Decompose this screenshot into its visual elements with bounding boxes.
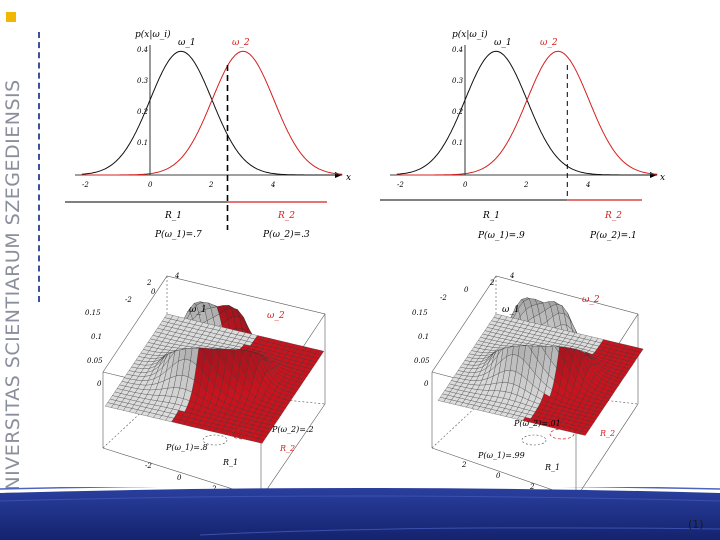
- top-ticks: -2 0 2 4: [440, 272, 514, 302]
- prior2-label: P(ω_2)=.1: [589, 230, 637, 241]
- ztick: 0.1: [418, 333, 429, 341]
- region1-label: R_1: [222, 458, 238, 467]
- omega1-label: ω_1: [189, 305, 207, 315]
- xtick: -2: [82, 181, 89, 189]
- tick: -2: [125, 296, 132, 304]
- footer-bar: [0, 487, 720, 540]
- omega2-label: ω_2: [540, 38, 558, 48]
- omega1-label: ω_1: [178, 38, 196, 48]
- z-ticks: 0.15 0.1 0.05 0: [85, 309, 103, 388]
- ztick: 0.05: [414, 357, 430, 365]
- tick: 0: [151, 288, 156, 296]
- prior1-label: P(ω_1)=.99: [477, 451, 525, 460]
- ytick: 0.1: [137, 139, 148, 147]
- ytick: 0.2: [137, 108, 149, 116]
- density-surface: [437, 297, 644, 436]
- ztick: 0.15: [85, 309, 101, 317]
- university-sidebar-text: UNIVERSITAS SCIENTIARUM SZEGEDIENSIS: [2, 79, 24, 505]
- x-ticks: -2 0 2 4: [82, 181, 275, 189]
- ztick: 0: [424, 380, 429, 388]
- region2-label: R_2: [604, 211, 622, 221]
- tick: 2: [489, 279, 495, 287]
- xlabel: x: [346, 173, 351, 183]
- tick: 2: [461, 461, 467, 469]
- ylabel: p(x|ω_i): [452, 29, 488, 40]
- ytick: 0.2: [452, 108, 464, 116]
- tick: -2: [440, 294, 447, 302]
- region2-contour: [230, 428, 256, 440]
- ztick: 0: [97, 380, 102, 388]
- y-ticks: 0.4 0.3 0.2 0.1: [452, 46, 464, 147]
- xtick: 0: [148, 181, 153, 189]
- ytick: 0.3: [452, 77, 464, 85]
- region2-label: R_2: [279, 444, 295, 453]
- ytick: 0.3: [137, 77, 149, 85]
- tick: 2: [146, 279, 152, 287]
- omega2-density-curve: [396, 50, 658, 176]
- surface-patch: [635, 347, 644, 353]
- region2-contour: [549, 428, 575, 440]
- omega2-label: ω_2: [267, 311, 285, 321]
- density-surface-3d-left: 0.15 0.1 0.05 0 -2 0 2 4 -2 0 2 4 ω_1 ω_…: [85, 272, 326, 503]
- ztick: 0.1: [91, 333, 102, 341]
- xtick: 2: [208, 181, 214, 189]
- ztick: 0.05: [87, 357, 103, 365]
- surface-patch: [315, 349, 325, 355]
- xtick: 0: [463, 181, 468, 189]
- tick: 0: [464, 286, 469, 294]
- xtick: 4: [585, 181, 590, 189]
- region1-label: R_1: [544, 463, 560, 472]
- omega2-label: ω_2: [232, 38, 250, 48]
- omega2-label: ω_2: [582, 295, 600, 305]
- xlabel: x: [660, 173, 665, 183]
- z-ticks: 0.15 0.1 0.05 0: [412, 309, 430, 388]
- prior2-label: P(ω_2)=.2: [271, 425, 314, 434]
- prior2-label: P(ω_2)=.01: [513, 419, 561, 428]
- corner-square-icon: [6, 12, 16, 22]
- region1-label: R_1: [164, 211, 182, 221]
- top-ticks: -2 0 2 4: [125, 272, 179, 304]
- tick: 0: [177, 474, 182, 482]
- prior1-label: P(ω_1)=.9: [477, 230, 525, 241]
- tick: -2: [145, 462, 152, 470]
- omega1-label: ω_1: [494, 38, 512, 48]
- xtick: 2: [523, 181, 529, 189]
- region1-contour: [521, 434, 547, 446]
- ylabel: p(x|ω_i): [135, 29, 171, 40]
- omega1-label: ω_1: [502, 305, 520, 315]
- region2-label: R_2: [599, 429, 615, 438]
- tick: 4: [509, 272, 514, 280]
- y-ticks: 0.4 0.3 0.2 0.1: [137, 46, 149, 147]
- tick: 4: [174, 272, 179, 280]
- sidebar-divider: [38, 32, 40, 302]
- page-number: (1): [688, 518, 704, 531]
- xtick: 4: [270, 181, 275, 189]
- tick: 2: [529, 483, 535, 491]
- x-ticks: -2 0 2 4: [397, 181, 590, 189]
- density-plot-1d-left: p(x|ω_i) ω_1 ω_2 0.4 0.3 0.2 0.1 x -2 0 …: [65, 29, 351, 240]
- region1-label: R_1: [482, 211, 500, 221]
- ytick: 0.4: [137, 46, 148, 54]
- density-surface-3d-right: 0.15 0.1 0.05 0 -2 0 2 4 2 0 2 4 ω_1 ω_2…: [412, 272, 644, 502]
- prior1-label: P(ω_1)=.8: [165, 443, 208, 452]
- ytick: 0.4: [452, 46, 463, 54]
- ytick: 0.1: [452, 139, 463, 147]
- density-plot-1d-right: p(x|ω_i) ω_1 ω_2 0.4 0.3 0.2 0.1 x -2 0 …: [380, 29, 665, 241]
- prior1-label: P(ω_1)=.7: [154, 229, 202, 240]
- xtick: -2: [397, 181, 404, 189]
- density-surface: [105, 301, 325, 444]
- omega2-density-curve: [81, 50, 343, 176]
- region1-contour: [202, 434, 228, 446]
- region2-label: R_2: [277, 211, 295, 221]
- ztick: 0.15: [412, 309, 428, 317]
- tick: 0: [496, 472, 501, 480]
- prior2-label: P(ω_2)=.3: [262, 229, 310, 240]
